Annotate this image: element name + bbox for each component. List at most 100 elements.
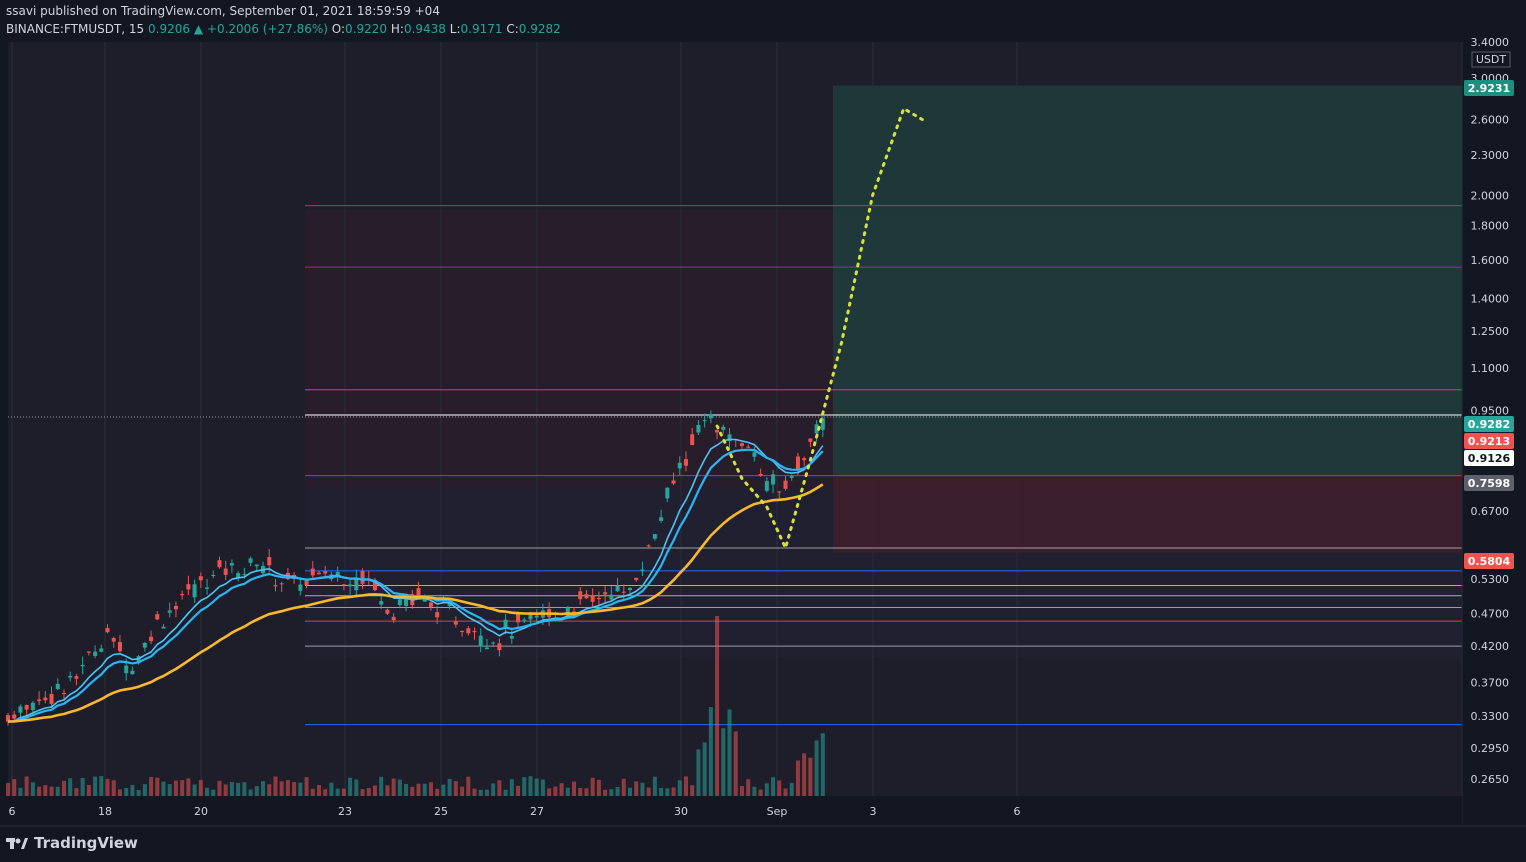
candle-body — [105, 628, 110, 633]
candle-body — [478, 635, 483, 647]
candle-body — [727, 434, 732, 442]
candle-body — [360, 570, 365, 584]
volume-bar — [173, 780, 178, 796]
volume-bar — [304, 777, 309, 796]
volume-bar — [74, 788, 79, 796]
candle-body — [696, 424, 701, 433]
volume-bar — [702, 742, 707, 796]
volume-bar — [136, 789, 141, 796]
candle-body — [173, 605, 178, 610]
candle-body — [217, 560, 222, 568]
candle-body — [615, 585, 620, 592]
y-tick-label: 1.4000 — [1471, 292, 1510, 305]
volume-bar — [683, 776, 688, 796]
volume-bar — [335, 788, 340, 796]
volume-bar — [696, 749, 701, 796]
candle-body — [534, 615, 539, 618]
volume-bar — [721, 728, 726, 796]
candle-body — [416, 588, 421, 596]
candle-body — [690, 434, 695, 445]
low-value: 0.9171 — [460, 22, 503, 36]
volume-bar — [211, 789, 216, 796]
y-tick-label: 1.2500 — [1471, 325, 1510, 338]
candle-body — [460, 631, 465, 633]
x-tick-label: 20 — [194, 805, 208, 818]
volume-bar — [205, 787, 210, 796]
volume-bar — [422, 783, 427, 796]
volume-bar — [516, 785, 521, 796]
candle-body — [528, 614, 533, 620]
price-tag-label: 0.7598 — [1468, 477, 1510, 490]
volume-bar — [634, 781, 639, 796]
volume-bar — [37, 786, 42, 796]
volume-bar — [61, 780, 66, 796]
price-change: +0.2006 (+27.86%) — [206, 22, 328, 36]
candle-body — [721, 426, 726, 430]
volume-bar — [665, 788, 670, 796]
volume-bar — [808, 757, 813, 796]
volume-bar — [820, 733, 825, 796]
candle-body — [702, 420, 707, 422]
y-tick-label: 0.2650 — [1471, 773, 1510, 786]
y-tick-label: 2.3000 — [1471, 149, 1510, 162]
volume-bar — [43, 785, 48, 796]
volume-bar — [248, 789, 253, 796]
candle-body — [565, 607, 570, 617]
candle-body — [634, 577, 639, 580]
volume-bar — [416, 783, 421, 796]
volume-bar — [55, 786, 60, 796]
candle-body — [372, 579, 377, 591]
volume-bar — [310, 788, 315, 796]
price-tag-stop — [1464, 553, 1514, 569]
candle-body — [323, 571, 328, 574]
candle-body — [354, 578, 359, 591]
candle-body — [484, 647, 489, 650]
volume-bar — [534, 778, 539, 796]
volume-bar — [733, 731, 738, 796]
candle-body — [180, 594, 185, 596]
candle-body — [584, 594, 589, 599]
up-arrow-icon: ▲ — [193, 22, 204, 36]
volume-bar — [223, 784, 228, 796]
candle-body — [348, 584, 353, 587]
volume-bar — [217, 780, 222, 796]
x-tick-label: 30 — [674, 805, 688, 818]
volume-bar — [783, 788, 788, 796]
candle-body — [80, 664, 85, 667]
candle-body — [341, 584, 346, 586]
volume-bar — [124, 787, 129, 796]
volume-bar — [628, 787, 632, 796]
candle-body — [55, 683, 60, 690]
candle-body — [578, 591, 583, 600]
candle-body — [18, 706, 23, 713]
volume-bar — [777, 780, 782, 796]
volume-bar — [603, 789, 608, 796]
volume-bar — [366, 787, 371, 796]
candle-body — [198, 576, 203, 581]
candle-body — [683, 459, 688, 466]
volume-bar — [497, 780, 502, 796]
candle-body — [254, 564, 259, 567]
y-tick-label: 0.5300 — [1471, 573, 1510, 586]
candle-body — [242, 574, 247, 576]
volume-bar — [814, 740, 819, 796]
candle-body — [6, 715, 10, 722]
volume-bar — [354, 779, 359, 796]
tradingview-logo[interactable]: TradingView — [6, 834, 138, 852]
time-scale — [0, 796, 1462, 826]
candle-body — [248, 558, 253, 563]
candle-body — [298, 584, 303, 591]
x-tick-label: Sep — [767, 805, 788, 818]
candle-body — [186, 584, 191, 590]
candle-body — [422, 596, 427, 602]
symbol-name[interactable]: BINANCE:FTMUSDT, 15 — [6, 22, 145, 36]
volume-bar — [186, 778, 191, 796]
volume-bar — [279, 781, 284, 796]
volume-bar — [12, 779, 17, 796]
volume-bar — [621, 778, 626, 796]
candle-body — [453, 621, 458, 625]
candle-body — [509, 636, 514, 639]
volume-bar — [267, 784, 272, 796]
candle-body — [229, 563, 234, 566]
